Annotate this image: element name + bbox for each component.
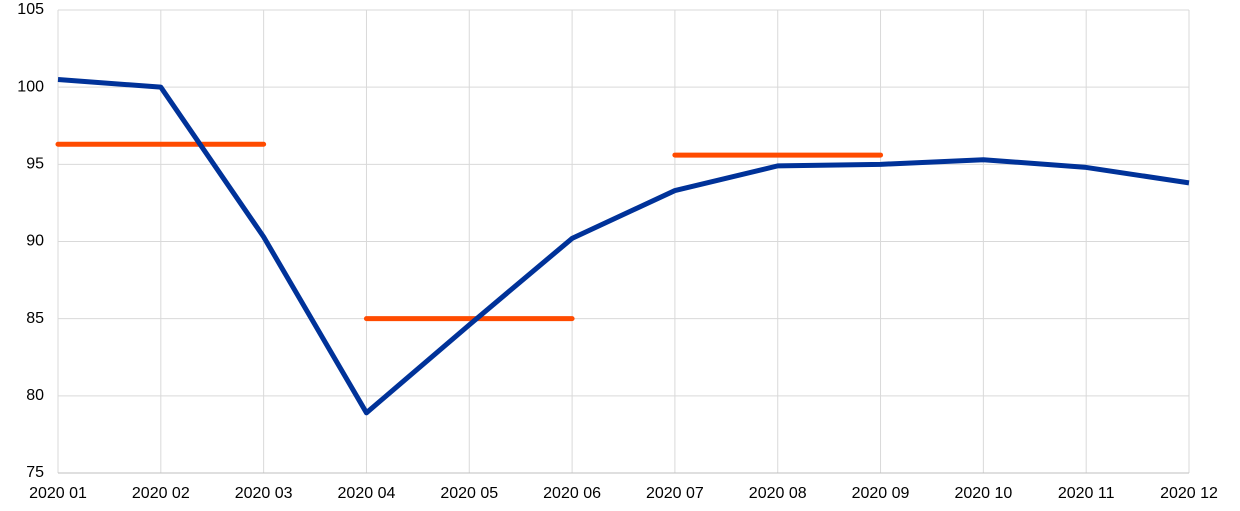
x-tick-label: 2020 09 xyxy=(852,485,910,502)
x-tick-label: 2020 11 xyxy=(1058,485,1115,502)
x-tick-label: 2020 10 xyxy=(954,485,1012,502)
x-tick-label: 2020 06 xyxy=(543,485,601,502)
x-tick-label: 2020 05 xyxy=(440,485,498,502)
y-tick-label: 100 xyxy=(17,78,44,95)
x-tick-label: 2020 07 xyxy=(646,485,704,502)
data-line xyxy=(57,76,1190,416)
x-tick-label: 2020 04 xyxy=(338,485,396,502)
y-tick-label: 75 xyxy=(26,464,44,481)
x-tick-label: 2020 01 xyxy=(29,485,87,502)
x-tick-label: 2020 02 xyxy=(132,485,190,502)
y-tick-label: 95 xyxy=(26,156,44,173)
y-tick-label: 85 xyxy=(26,310,44,327)
y-tick-label: 90 xyxy=(26,233,44,250)
y-tick-label: 80 xyxy=(26,387,44,404)
x-tick-label: 2020 12 xyxy=(1160,485,1218,502)
x-tick-label: 2020 03 xyxy=(235,485,293,502)
y-tick-label: 105 xyxy=(17,1,44,18)
x-tick-label: 2020 08 xyxy=(749,485,807,502)
